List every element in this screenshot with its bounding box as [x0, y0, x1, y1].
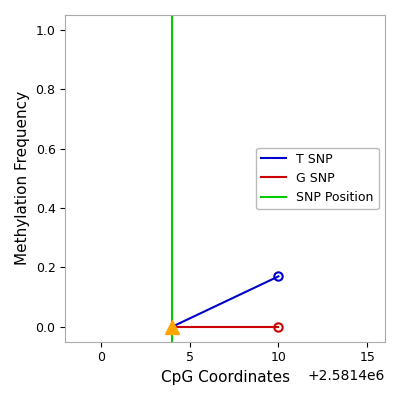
X-axis label: CpG Coordinates: CpG Coordinates: [160, 370, 290, 385]
Y-axis label: Methylation Frequency: Methylation Frequency: [15, 91, 30, 266]
Legend: T SNP, G SNP, SNP Position: T SNP, G SNP, SNP Position: [256, 148, 379, 209]
